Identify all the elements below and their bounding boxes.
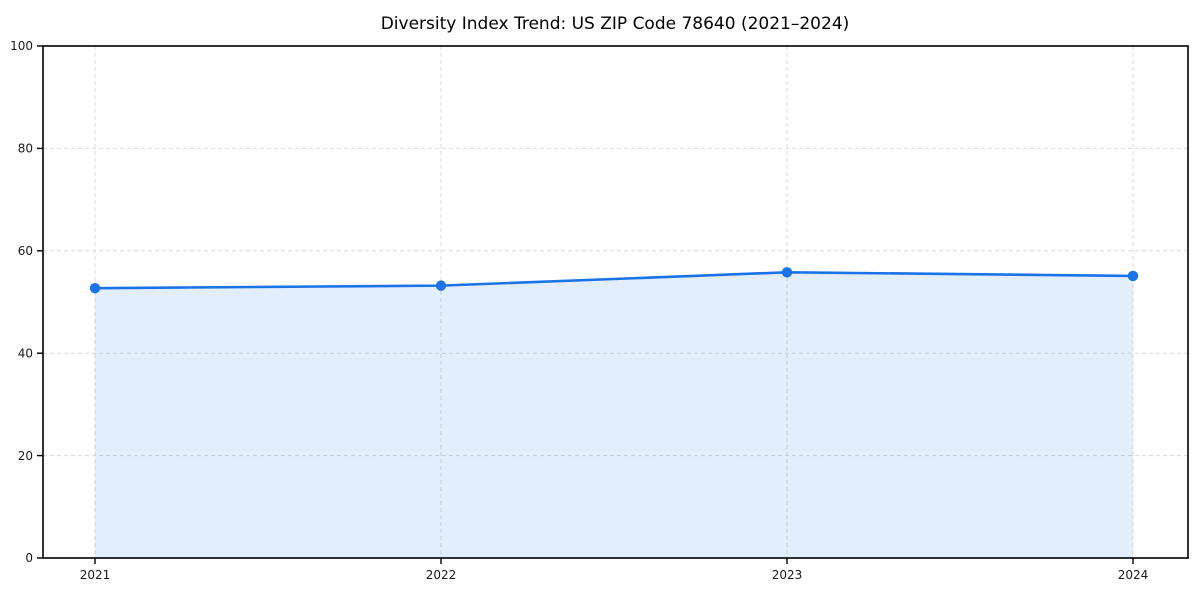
y-tick-label: 0 — [25, 551, 33, 565]
trend-line — [93, 271, 1135, 290]
area-fill — [95, 272, 1133, 558]
chart-title: Diversity Index Trend: US ZIP Code 78640… — [381, 14, 850, 34]
data-point-2023 — [781, 267, 793, 278]
plot-group: 0 20 40 60 80 100 2021 2022 2023 2024 — [10, 39, 1189, 582]
x-tick-label: 2021 — [80, 568, 111, 582]
y-tick-label: 100 — [10, 39, 33, 53]
y-tick-label: 60 — [18, 244, 33, 258]
plot-border — [42, 45, 1189, 559]
x-tick-label: 2023 — [772, 568, 803, 582]
y-tick-label: 80 — [18, 142, 33, 156]
y-tick-label: 20 — [18, 449, 33, 463]
x-tick-label: 2022 — [426, 568, 457, 582]
data-point-2022 — [435, 280, 447, 291]
data-point-2024 — [1127, 270, 1139, 282]
y-tick-label: 40 — [18, 346, 33, 360]
data-point-2021 — [89, 282, 101, 294]
x-tick-label: 2024 — [1118, 568, 1149, 582]
